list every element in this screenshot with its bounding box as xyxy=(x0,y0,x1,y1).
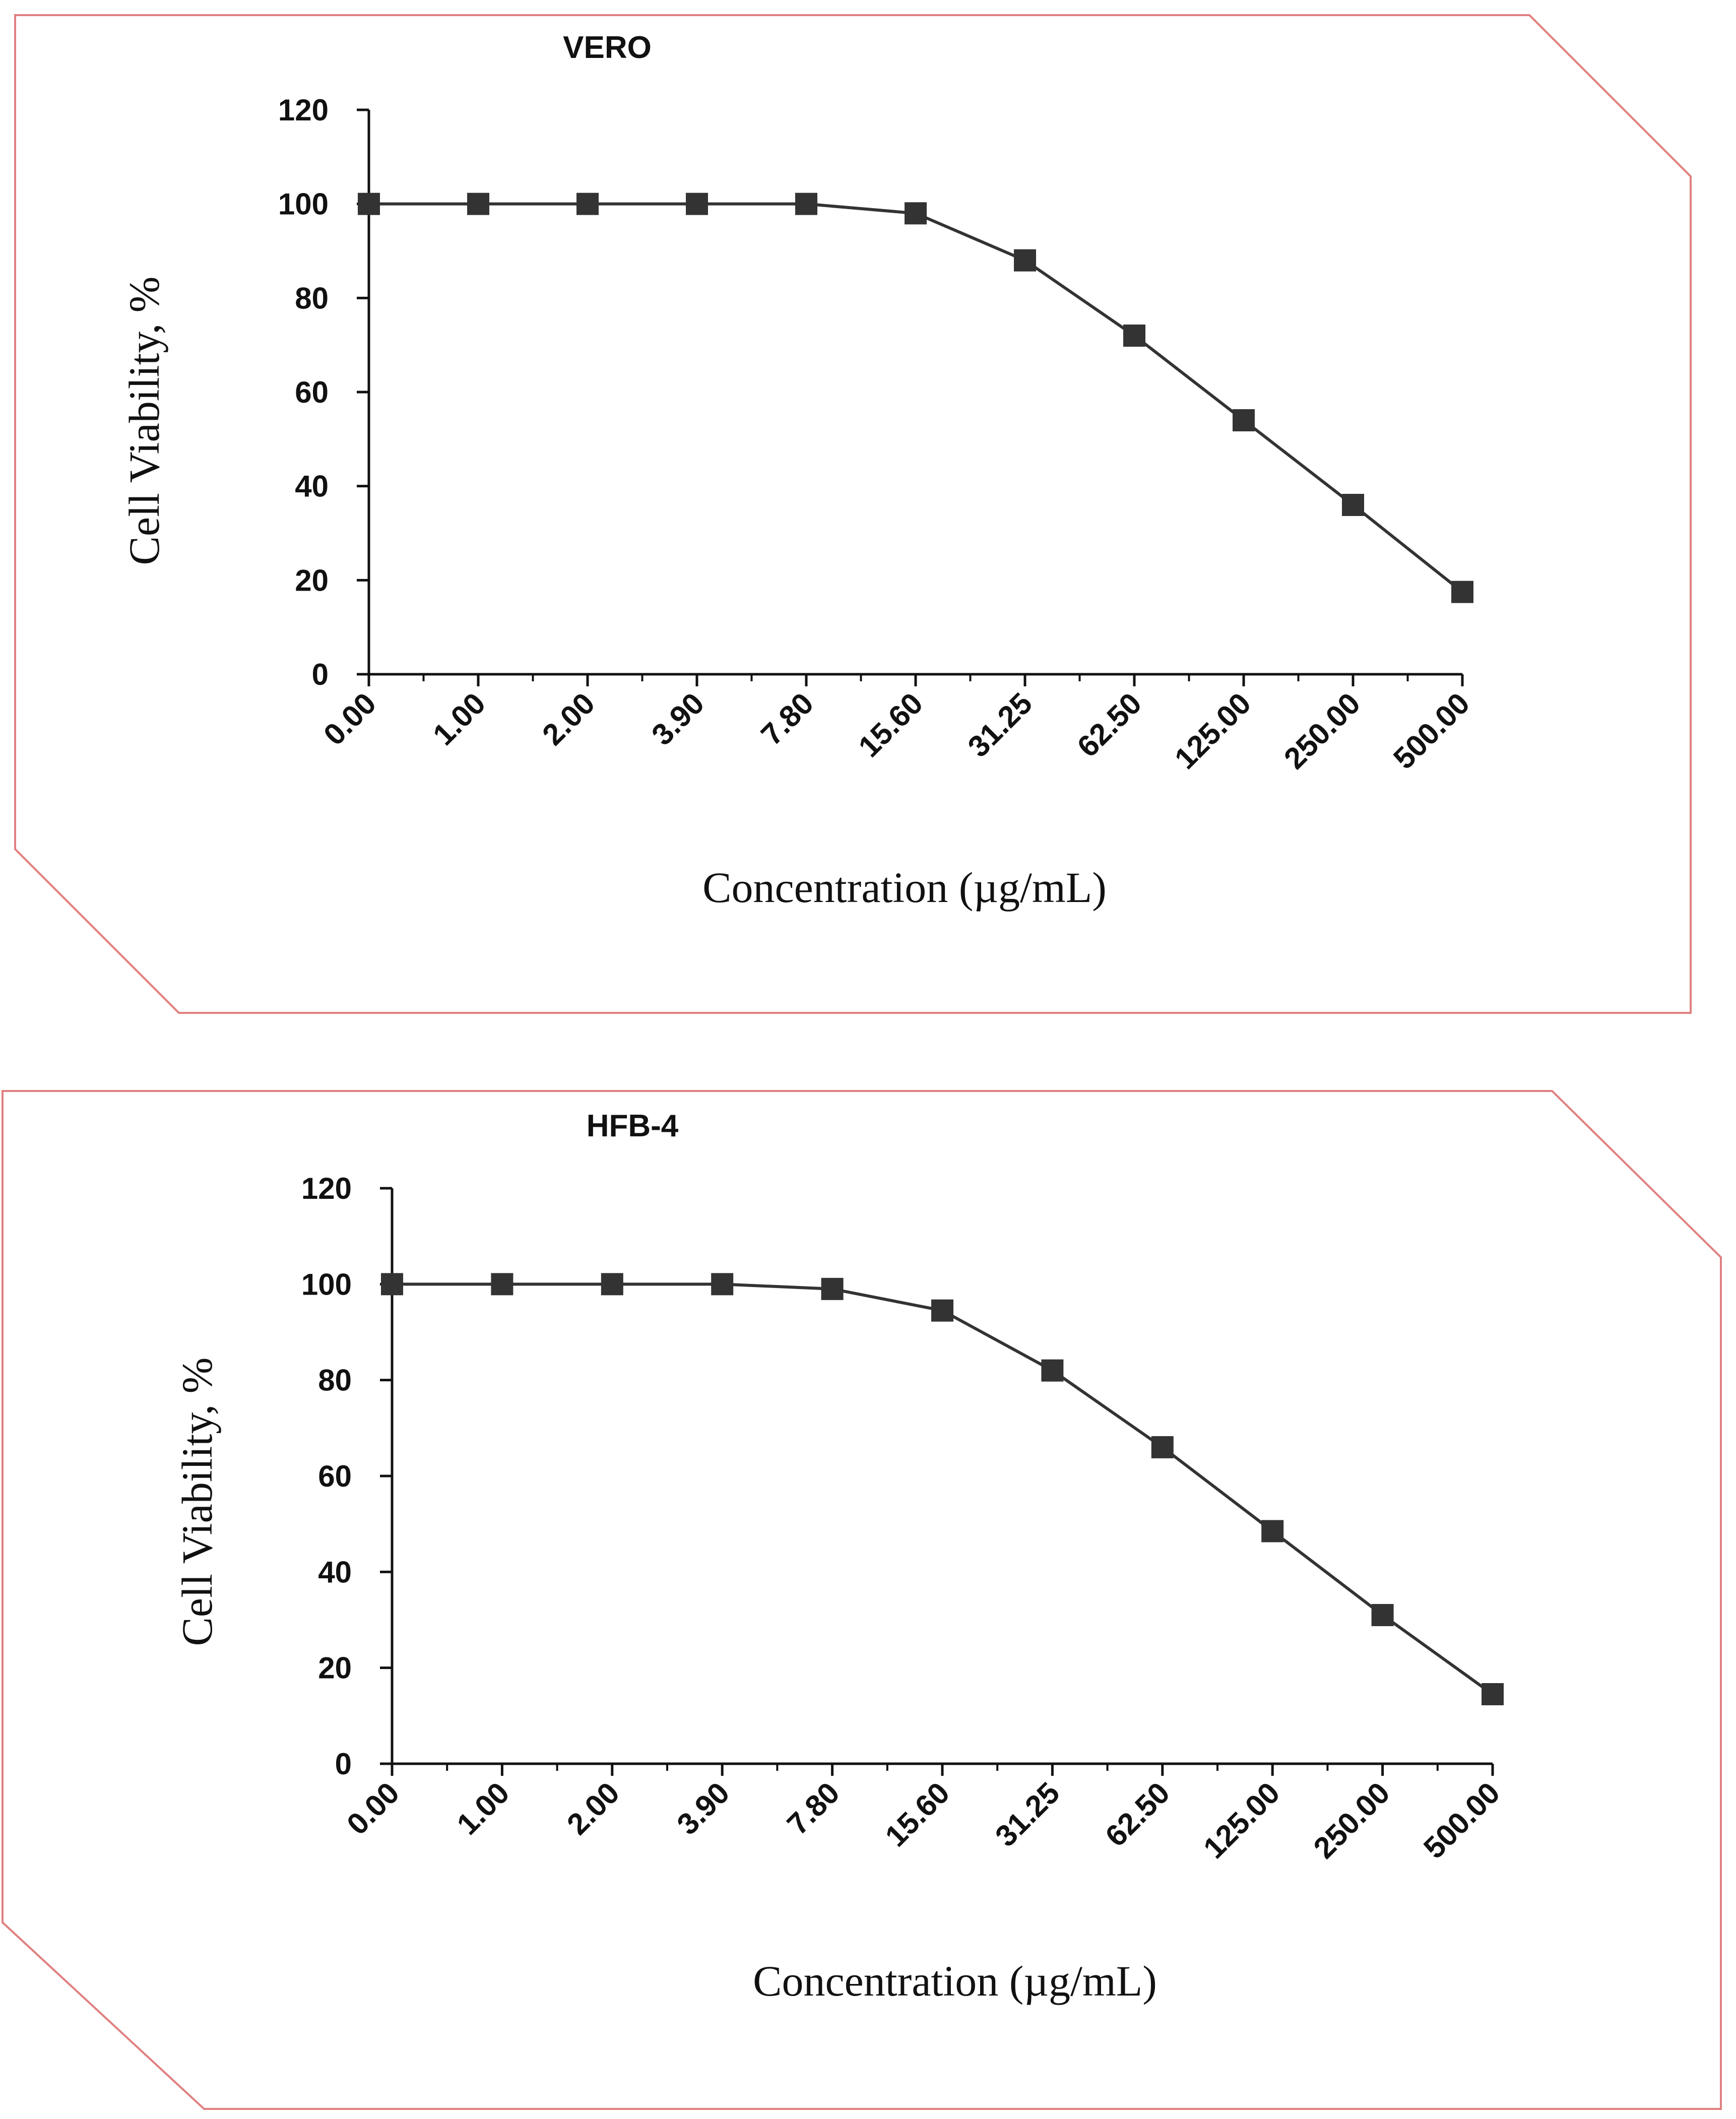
series-line-hfb4 xyxy=(392,1282,1494,1696)
x-tick-label: 500.00 xyxy=(1387,686,1476,776)
data-point-marker xyxy=(491,1273,513,1296)
x-tick-label: 2.00 xyxy=(536,686,601,752)
x-tick-label: 250.00 xyxy=(1307,1776,1396,1865)
y-tick-label: 40 xyxy=(318,1555,352,1589)
y-tick-label: 0 xyxy=(335,1747,352,1781)
y-tick-label: 60 xyxy=(295,375,329,409)
panel-frame-hfb4 xyxy=(2,1090,1722,2110)
data-point-marker xyxy=(1371,1603,1394,1626)
y-tick-label: 80 xyxy=(318,1364,352,1397)
chart-plot-hfb4: 0 20 40 60 80 100 120 0.00 1.00 2.00 3.90 7.80 15.60… xyxy=(301,1172,1506,1865)
x-tick-label: 62.50 xyxy=(1071,686,1148,764)
data-point-marker xyxy=(601,1273,623,1296)
x-tick-label: 3.90 xyxy=(670,1776,736,1841)
x-tick-label: 0.00 xyxy=(317,686,382,752)
y-axis-label-vero: Cell Viability, % xyxy=(120,277,168,565)
data-point-marker xyxy=(711,1273,734,1296)
data-point-marker xyxy=(905,202,927,225)
y-axis-label-hfb4: Cell Viability, % xyxy=(173,1358,221,1646)
data-point-marker xyxy=(1451,581,1473,603)
y-tick-label: 100 xyxy=(278,187,329,221)
y-tick-label: 20 xyxy=(295,563,329,597)
data-point-marker xyxy=(1041,1359,1064,1382)
data-point-marker xyxy=(358,192,380,215)
x-tick-label: 3.90 xyxy=(645,686,711,752)
x-tick-label: 1.00 xyxy=(451,1776,516,1841)
y-tick-label: 120 xyxy=(278,93,329,127)
x-tick-label: 62.50 xyxy=(1099,1776,1176,1853)
data-point-marker xyxy=(1482,1683,1504,1706)
x-tick-label: 250.00 xyxy=(1277,686,1367,776)
y-tick-label: 40 xyxy=(295,470,329,503)
data-point-marker xyxy=(931,1299,953,1322)
x-tick-label: 7.80 xyxy=(781,1776,846,1841)
x-tick-label: 7.80 xyxy=(754,686,820,752)
data-point-marker xyxy=(686,192,708,215)
x-tick-label: 500.00 xyxy=(1417,1776,1506,1865)
data-point-marker xyxy=(1261,1520,1284,1543)
data-point-marker xyxy=(381,1273,403,1296)
panel-frame-vero xyxy=(14,14,1692,1014)
data-point-marker xyxy=(1342,494,1364,516)
data-point-marker xyxy=(576,192,599,215)
chart-title-hfb4: HFB-4 xyxy=(587,1109,679,1143)
x-tick-label: 2.00 xyxy=(560,1776,626,1841)
data-point-marker xyxy=(821,1277,844,1300)
x-tick-label: 31.25 xyxy=(989,1776,1066,1853)
data-point-marker xyxy=(795,192,817,215)
chart-plot-vero: 0 20 40 60 80 100 120 0.00 1.00 2.00 3.90 7.80 15.60… xyxy=(278,93,1476,776)
x-tick-label: 31.25 xyxy=(961,686,1039,764)
x-axis-label-hfb4: Concentration (µg/mL) xyxy=(753,1957,1157,2005)
data-point-marker xyxy=(1151,1436,1174,1458)
x-tick-label: 15.60 xyxy=(879,1776,956,1853)
y-tick-label: 100 xyxy=(301,1267,352,1301)
x-tick-label: 125.00 xyxy=(1168,686,1257,776)
x-tick-label: 1.00 xyxy=(426,686,492,752)
data-point-marker xyxy=(1123,325,1145,347)
panel-hfb4: HFB-4 0 20 40 60 80 100 120 0.00 1.00 2.00 3.90 7.8… xyxy=(2,1090,1722,2110)
x-tick-label: 15.60 xyxy=(852,686,930,764)
x-tick-label: 125.00 xyxy=(1197,1776,1286,1865)
x-axis-label-vero: Concentration (µg/mL) xyxy=(702,863,1107,912)
data-point-marker xyxy=(1014,249,1036,272)
x-tick-label: 0.00 xyxy=(340,1776,406,1841)
y-tick-label: 60 xyxy=(318,1459,352,1493)
y-tick-label: 80 xyxy=(295,281,329,315)
y-tick-label: 20 xyxy=(318,1651,352,1685)
y-tick-label: 0 xyxy=(312,658,329,691)
panel-vero: VERO 0 20 40 60 80 100 120 0.00 1.00 2.00 3.90 7.80… xyxy=(14,14,1692,1014)
chart-title-vero: VERO xyxy=(563,30,652,65)
data-point-marker xyxy=(1233,409,1255,431)
data-point-marker xyxy=(467,192,489,215)
series-line-vero xyxy=(369,202,1463,594)
y-tick-label: 120 xyxy=(301,1172,352,1205)
